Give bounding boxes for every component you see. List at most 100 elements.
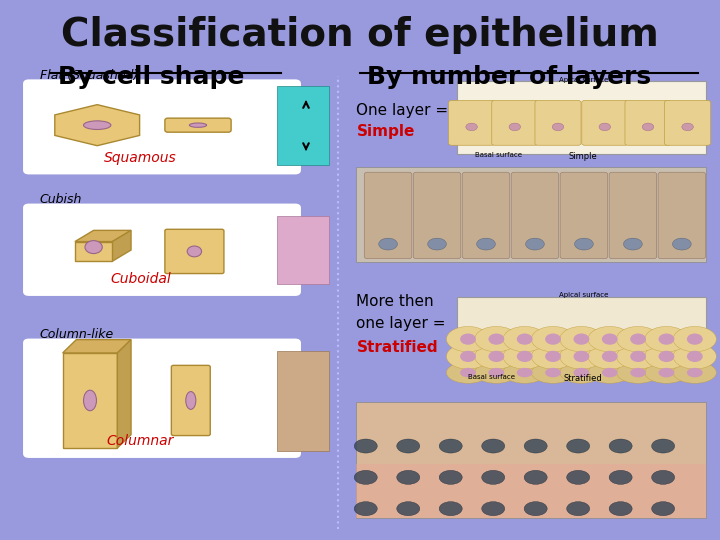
FancyBboxPatch shape (277, 216, 329, 284)
Ellipse shape (524, 439, 547, 453)
Ellipse shape (630, 368, 646, 377)
Ellipse shape (545, 351, 561, 362)
Ellipse shape (659, 368, 675, 377)
Text: Apical surface: Apical surface (559, 292, 608, 298)
Ellipse shape (84, 390, 96, 411)
Ellipse shape (503, 327, 546, 352)
Ellipse shape (659, 351, 675, 362)
FancyBboxPatch shape (560, 172, 608, 259)
Ellipse shape (482, 502, 505, 516)
FancyBboxPatch shape (23, 339, 301, 458)
FancyBboxPatch shape (23, 204, 301, 296)
Ellipse shape (397, 439, 420, 453)
Polygon shape (75, 231, 131, 241)
Ellipse shape (517, 368, 533, 377)
Ellipse shape (460, 334, 476, 345)
Ellipse shape (524, 470, 547, 484)
FancyBboxPatch shape (364, 172, 412, 259)
Ellipse shape (602, 334, 618, 345)
Ellipse shape (488, 334, 504, 345)
Ellipse shape (482, 470, 505, 484)
Text: Classification of epithelium: Classification of epithelium (61, 16, 659, 54)
Text: Cubish: Cubish (40, 193, 82, 206)
Ellipse shape (460, 368, 476, 377)
Ellipse shape (354, 502, 377, 516)
Ellipse shape (560, 362, 603, 383)
Ellipse shape (439, 439, 462, 453)
Text: Column-like: Column-like (40, 328, 114, 341)
Text: Flat (Squashed): Flat (Squashed) (40, 69, 138, 82)
Ellipse shape (624, 238, 642, 250)
Ellipse shape (474, 327, 518, 352)
Polygon shape (117, 340, 131, 448)
Text: Stratified: Stratified (564, 374, 603, 383)
Ellipse shape (652, 439, 675, 453)
Ellipse shape (599, 123, 611, 131)
Ellipse shape (545, 368, 561, 377)
Ellipse shape (567, 439, 590, 453)
Ellipse shape (687, 351, 703, 362)
Ellipse shape (482, 439, 505, 453)
Text: Simple: Simple (356, 124, 415, 139)
FancyBboxPatch shape (462, 172, 510, 259)
FancyBboxPatch shape (277, 86, 329, 165)
Text: Stratified: Stratified (356, 340, 438, 355)
Ellipse shape (439, 502, 462, 516)
FancyBboxPatch shape (609, 172, 657, 259)
Ellipse shape (574, 334, 589, 345)
Text: Apical surface: Apical surface (559, 77, 608, 83)
Ellipse shape (588, 327, 631, 352)
Ellipse shape (466, 123, 477, 131)
Ellipse shape (85, 241, 102, 254)
Ellipse shape (630, 334, 646, 345)
Ellipse shape (460, 351, 476, 362)
FancyBboxPatch shape (492, 100, 538, 145)
FancyBboxPatch shape (413, 172, 461, 259)
Polygon shape (55, 105, 140, 146)
Ellipse shape (673, 344, 716, 369)
Ellipse shape (575, 238, 593, 250)
Ellipse shape (645, 327, 688, 352)
Ellipse shape (189, 123, 207, 127)
Ellipse shape (474, 362, 518, 383)
Ellipse shape (687, 368, 703, 377)
Polygon shape (112, 231, 131, 261)
Ellipse shape (588, 344, 631, 369)
Ellipse shape (652, 470, 675, 484)
FancyBboxPatch shape (356, 167, 706, 262)
Ellipse shape (588, 362, 631, 383)
Ellipse shape (560, 327, 603, 352)
FancyBboxPatch shape (171, 366, 210, 436)
Ellipse shape (379, 238, 397, 250)
FancyBboxPatch shape (23, 79, 301, 174)
Ellipse shape (609, 439, 632, 453)
Ellipse shape (552, 123, 564, 131)
Ellipse shape (672, 238, 691, 250)
Ellipse shape (567, 502, 590, 516)
Ellipse shape (642, 123, 654, 131)
Ellipse shape (488, 368, 504, 377)
Ellipse shape (687, 334, 703, 345)
Polygon shape (63, 353, 117, 448)
FancyBboxPatch shape (457, 81, 706, 154)
FancyBboxPatch shape (535, 100, 581, 145)
Ellipse shape (397, 502, 420, 516)
Ellipse shape (645, 362, 688, 383)
Ellipse shape (545, 334, 561, 345)
Ellipse shape (397, 470, 420, 484)
Ellipse shape (439, 470, 462, 484)
Text: Simple: Simple (569, 152, 598, 161)
Ellipse shape (645, 344, 688, 369)
FancyBboxPatch shape (356, 464, 706, 518)
Ellipse shape (446, 344, 490, 369)
Text: One layer =: One layer = (356, 103, 449, 118)
Text: More then: More then (356, 294, 434, 309)
Ellipse shape (630, 351, 646, 362)
FancyBboxPatch shape (457, 297, 706, 375)
FancyBboxPatch shape (625, 100, 671, 145)
FancyBboxPatch shape (165, 230, 224, 274)
FancyBboxPatch shape (665, 100, 711, 145)
Ellipse shape (187, 246, 202, 257)
Text: Squamous: Squamous (104, 151, 177, 165)
FancyBboxPatch shape (658, 172, 706, 259)
